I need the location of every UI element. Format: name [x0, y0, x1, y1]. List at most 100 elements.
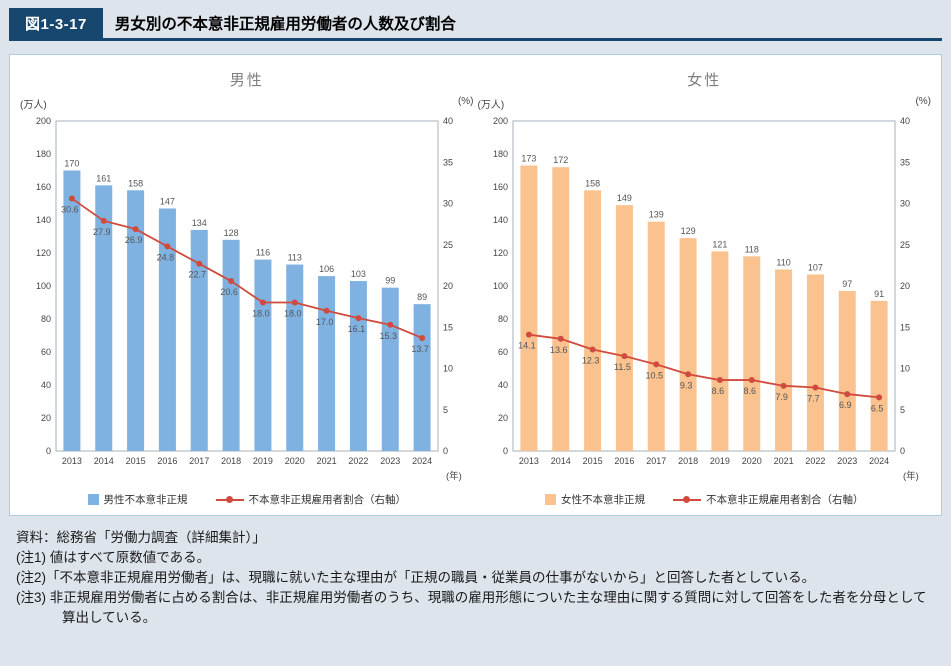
rate-value-label: 20.6	[220, 287, 238, 297]
rate-line-marker	[876, 394, 883, 401]
x-axis-unit: (年)	[903, 470, 919, 482]
right-axis-tick-label: 20	[443, 281, 453, 291]
male-line-swatch-icon	[215, 496, 244, 503]
rate-line-marker	[526, 331, 533, 338]
bar	[520, 165, 538, 452]
x-tick-label: 2015	[583, 456, 603, 466]
x-axis-unit: (年)	[446, 470, 462, 482]
bar	[839, 290, 856, 451]
bar-value-label: 134	[191, 218, 206, 228]
left-axis-tick-label: 20	[498, 413, 508, 423]
rate-line-marker	[164, 243, 171, 250]
rate-line-marker	[621, 353, 628, 360]
rate-line-marker	[291, 299, 298, 306]
male-left-axis-unit: (万人)	[20, 100, 47, 111]
x-tick-label: 2018	[221, 456, 241, 466]
female-legend-line-label: 不本意非正規雇用者割合（右軸）	[706, 494, 864, 506]
bar	[222, 239, 240, 451]
bar	[158, 208, 176, 451]
x-tick-label: 2017	[189, 456, 209, 466]
x-tick-label: 2020	[742, 456, 762, 466]
left-axis-tick-label: 0	[46, 446, 51, 456]
chart-canvas: 0 20 40 60 80 100 120 140 160 180 200 0 5 10 15 20 25 30 3…	[36, 116, 462, 482]
bar	[286, 264, 303, 451]
rate-value-label: 22.7	[188, 270, 206, 280]
rate-value-label: 7.7	[807, 393, 820, 403]
x-tick-label: 2014	[93, 456, 113, 466]
chart-panel: 男性 (万人) (%) 0 20 40 60 80 100 120 140 160 180 200 0…	[9, 54, 942, 516]
note-1: (注1) 値はすべて原数値である。	[16, 549, 211, 565]
left-axis-tick-label: 100	[493, 281, 508, 291]
bar-value-label: 91	[874, 289, 884, 299]
plot-border	[512, 120, 896, 452]
rate-value-label: 12.3	[582, 356, 600, 366]
left-axis-tick-label: 40	[498, 380, 508, 390]
bar-value-label: 161	[96, 173, 111, 183]
rate-value-label: 13.7	[411, 344, 429, 354]
left-axis-tick-label: 180	[493, 149, 508, 159]
bar-value-label: 97	[842, 279, 852, 289]
left-axis-tick-label: 100	[36, 281, 51, 291]
left-axis-tick-label: 200	[36, 116, 51, 126]
female-chart: 女性 (万人) (%) 0 20 40 60 80 100 120 140 160 180 200 0…	[476, 69, 934, 507]
left-axis-tick-label: 140	[36, 215, 51, 225]
x-tick-label: 2016	[157, 456, 177, 466]
rate-value-label: 24.8	[156, 252, 174, 262]
rate-line	[71, 197, 423, 339]
male-axis-units: (万人) (%)	[18, 96, 476, 111]
rate-value-label: 17.0	[316, 317, 334, 327]
rate-value-label: 6.9	[839, 400, 852, 410]
bar-value-label: 116	[255, 248, 269, 258]
x-tick-label: 2023	[837, 456, 857, 466]
left-axis-tick-label: 160	[36, 182, 51, 192]
rate-line-marker	[844, 391, 851, 398]
male-legend-bar-item: 男性不本意非正規	[87, 492, 188, 507]
rate-line-marker	[259, 299, 266, 306]
rate-line-marker	[812, 384, 819, 391]
rate-value-label: 11.5	[614, 362, 631, 372]
left-axis-tick-label: 120	[493, 248, 508, 258]
bar	[870, 300, 888, 451]
bar-value-label: 103	[351, 269, 366, 279]
female-legend-bar-label: 女性不本意非正規	[561, 494, 645, 506]
bar	[775, 269, 793, 451]
bar	[648, 221, 665, 451]
rate-line-marker	[685, 371, 692, 378]
x-tick-label: 2019	[710, 456, 730, 466]
x-tick-label: 2013	[519, 456, 539, 466]
female-chart-legend: 女性不本意非正規 不本意非正規雇用者割合（右軸）	[545, 492, 864, 507]
female-right-axis-unit: (%)	[915, 96, 931, 107]
bar	[807, 274, 825, 451]
rate-value-label: 13.6	[550, 345, 568, 355]
x-tick-label: 2016	[615, 456, 635, 466]
x-tick-label: 2018	[678, 456, 698, 466]
x-tick-label: 2013	[62, 456, 82, 466]
right-axis-tick-label: 0	[900, 446, 905, 456]
male-bar-swatch-icon	[87, 494, 99, 505]
right-axis-tick-label: 30	[443, 199, 453, 209]
rate-value-label: 9.3	[680, 380, 693, 390]
bar-value-label: 121	[713, 239, 728, 249]
bar	[679, 238, 697, 451]
rate-line-marker	[100, 217, 107, 224]
female-legend-line-item: 不本意非正規雇用者割合（右軸）	[673, 492, 864, 507]
left-axis-tick-label: 160	[493, 182, 508, 192]
bar	[349, 281, 367, 451]
rate-value-label: 18.0	[284, 309, 302, 319]
left-axis-tick-label: 60	[41, 347, 51, 357]
bar	[317, 276, 335, 451]
bar	[584, 190, 602, 452]
male-chart-plot: 0 20 40 60 80 100 120 140 160 180 200 0 5 10 15 20 25 30 3…	[21, 113, 473, 488]
x-tick-label: 2015	[125, 456, 145, 466]
bar-value-label: 113	[287, 253, 301, 263]
rate-value-label: 8.6	[712, 386, 725, 396]
right-axis-tick-label: 0	[443, 446, 448, 456]
bar	[63, 170, 81, 451]
bar-value-label: 129	[681, 226, 696, 236]
rate-line-marker	[227, 278, 234, 285]
female-chart-plot: 0 20 40 60 80 100 120 140 160 180 200 0 5 10 15 20 25 30 3…	[478, 113, 930, 488]
bar-value-label: 89	[417, 292, 427, 302]
x-tick-label: 2022	[348, 456, 368, 466]
left-axis-tick-label: 180	[36, 149, 51, 159]
female-bar-swatch-icon	[545, 494, 556, 505]
